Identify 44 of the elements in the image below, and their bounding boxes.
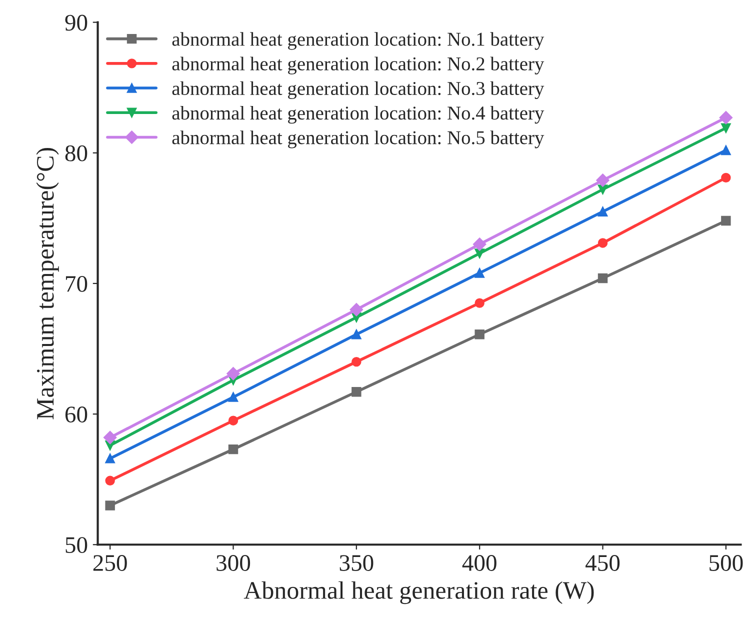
point <box>474 268 484 278</box>
point <box>598 184 608 194</box>
point <box>352 356 362 367</box>
legend-label: abnormal heat generation location: No.5 battery <box>172 130 544 148</box>
point <box>105 500 115 510</box>
point <box>474 298 484 308</box>
point <box>105 454 115 464</box>
point <box>721 172 731 183</box>
x-tick-label: 500 <box>710 555 743 571</box>
point <box>103 430 117 444</box>
point <box>352 330 362 340</box>
legend-label: abnormal heat generation location: No.4 battery <box>172 106 544 124</box>
point <box>596 174 610 187</box>
legend-label: abnormal heat generation location: No.2 battery <box>172 56 544 74</box>
point <box>228 444 238 454</box>
legend-label: abnormal heat generation location: No.3 battery <box>172 81 544 100</box>
x-tick-label: 350 <box>340 555 374 571</box>
y-tick-label: 60 <box>65 406 88 422</box>
legend-label: abnormal heat generation location: No.1 battery <box>172 32 544 50</box>
point <box>719 111 733 124</box>
x-tick-label: 400 <box>462 555 496 571</box>
point <box>473 238 486 251</box>
point <box>721 123 731 133</box>
x-tick-label: 300 <box>216 555 250 571</box>
point <box>721 145 731 156</box>
point <box>105 476 115 486</box>
y-axis-title: Maximum temperature(°C) <box>36 148 59 420</box>
point <box>721 216 731 226</box>
point <box>352 386 362 397</box>
y-tick-label: 70 <box>66 276 88 292</box>
point <box>598 206 608 217</box>
x-tick-label: 250 <box>93 555 127 571</box>
point <box>228 392 238 402</box>
point <box>474 330 484 340</box>
y-tick-label: 80 <box>65 145 88 162</box>
x-tick-label: 450 <box>586 555 620 571</box>
y-tick-label: 50 <box>66 537 88 554</box>
x-axis-title: Abnormal heat generation rate (W) <box>244 581 594 604</box>
point <box>350 302 364 316</box>
point <box>598 238 608 248</box>
point <box>228 416 238 426</box>
point <box>226 366 240 380</box>
point <box>598 273 608 284</box>
y-tick-label: 90 <box>65 14 88 31</box>
